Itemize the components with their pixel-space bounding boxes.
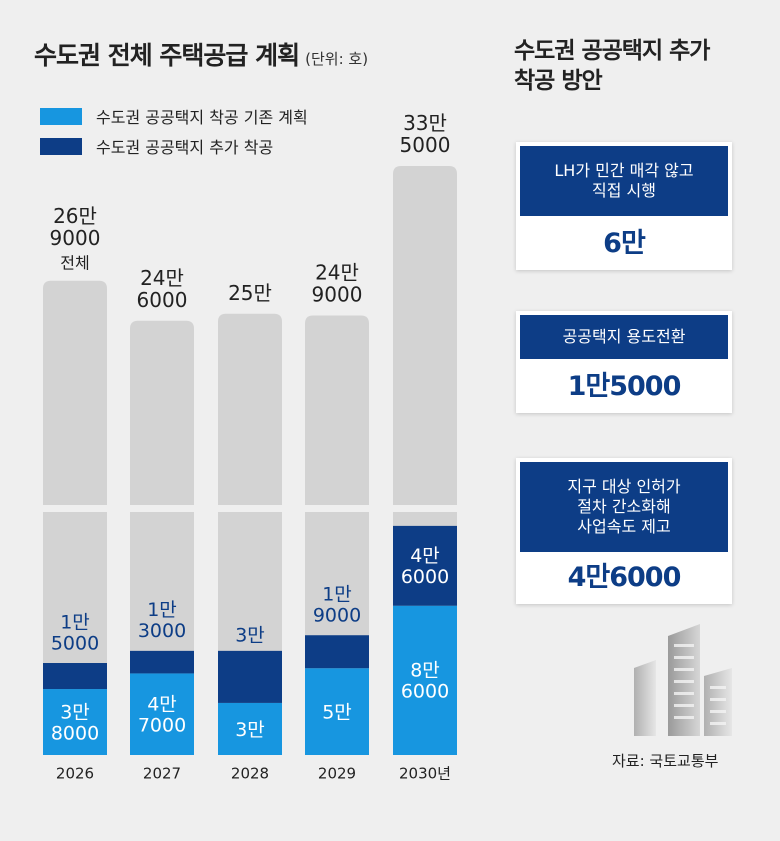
x-tick-label-0: 2026 (56, 764, 94, 782)
axis-break-4 (391, 505, 459, 512)
existing-bar-2 (218, 702, 282, 755)
card-permit-simplify: 지구 대상 인허가 절차 간소화해 사업속도 제고 4만6000 (516, 458, 732, 604)
additional-value-label-0: 1만 5000 (51, 611, 99, 654)
card-lh-direct-header: LH가 민간 매각 않고 직접 시행 (520, 146, 728, 216)
total-value-label-3: 24만 9000 (312, 261, 363, 307)
source-note: 자료: 국토교통부 (612, 752, 719, 770)
legend-label-additional: 수도권 공공택지 추가 착공 (96, 138, 274, 157)
total-value-label-2: 25만 (228, 281, 272, 305)
bar-chart: 3만 8000 1만 5000 26만 9000 전체 2026 4만 7000 1만 3000 24만… (41, 111, 459, 782)
x-tick-label-2: 2028 (231, 764, 269, 782)
x-tick-label-1: 2027 (143, 764, 181, 782)
side-title: 수도권 공공택지 추가 착공 방안 (514, 36, 710, 96)
axis-break-1 (128, 505, 196, 512)
axis-break-0 (41, 505, 109, 512)
additional-value-label-4: 4만 6000 (401, 545, 449, 588)
additional-value-label-1: 1만 3000 (138, 599, 186, 642)
unit-label: (단위: 호) (305, 50, 369, 68)
additional-bar-1 (130, 650, 194, 674)
chart-title-text: 수도권 전체 주택공급 계획 (34, 41, 300, 70)
x-tick-label-3: 2029 (318, 764, 356, 782)
total-value-label-4: 33만 5000 (400, 111, 451, 157)
card-lh-direct-header-line-1: LH가 민간 매각 않고 (554, 161, 694, 180)
existing-value-label-0: 3만 8000 (51, 701, 99, 744)
card-permit-simplify-header-line-1: 지구 대상 인허가 (567, 477, 681, 496)
additional-value-label-2: 3만 (235, 625, 265, 647)
card-lh-direct-value: 6만 (603, 228, 646, 259)
side-title-line-1: 수도권 공공택지 추가 (514, 38, 710, 64)
legend-item-additional: 수도권 공공택지 추가 착공 (40, 134, 273, 158)
existing-bar-0 (43, 689, 107, 755)
legend-label-existing: 수도권 공공택지 착공 기존 계획 (96, 108, 308, 127)
card-land-use-change-header: 공공택지 용도전환 (520, 315, 728, 359)
total-bar-2 (218, 313, 282, 755)
legend-item-existing: 수도권 공공택지 착공 기존 계획 (40, 104, 308, 128)
chart-title: 수도권 전체 주택공급 계획 (단위: 호) (34, 36, 368, 72)
legend-swatch-existing (40, 107, 82, 125)
card-land-use-change-value: 1만5000 (567, 371, 682, 402)
existing-value-label-1: 4만 7000 (138, 694, 186, 737)
total-value-label-1: 24만 6000 (137, 266, 188, 312)
additional-bar-4 (393, 525, 457, 606)
legend-swatch-additional (40, 137, 82, 155)
total-bar-0 (43, 280, 107, 755)
card-permit-simplify-value: 4만6000 (567, 562, 682, 593)
existing-bar-4 (393, 605, 457, 755)
buildings-icon (634, 624, 732, 736)
existing-bar-3 (305, 668, 369, 755)
additional-bar-0 (43, 663, 107, 690)
additional-bar-3 (305, 635, 369, 669)
axis-break-3 (303, 505, 371, 512)
additional-value-label-3: 1만 9000 (313, 584, 361, 627)
total-marker-label-0: 전체 (60, 253, 89, 272)
card-permit-simplify-header-line-3: 사업속도 제고 (577, 517, 671, 536)
side-title-line-2: 착공 방안 (514, 68, 603, 94)
card-permit-simplify-header-line-2: 절차 간소화해 (577, 497, 671, 516)
axis-break-2 (216, 505, 284, 512)
total-value-label-0: 26만 9000 (50, 204, 101, 250)
x-tick-label-4: 2030년 (399, 764, 451, 782)
card-lh-direct-header-line-2: 직접 시행 (592, 181, 656, 200)
existing-value-label-3: 5만 (322, 701, 352, 723)
existing-value-label-4: 8만 6000 (401, 660, 449, 703)
card-permit-simplify-header: 지구 대상 인허가 절차 간소화해 사업속도 제고 (520, 462, 728, 552)
card-land-use-change: 공공택지 용도전환 1만5000 (516, 311, 732, 413)
existing-value-label-2: 3만 (235, 719, 265, 741)
total-bar-1 (130, 320, 194, 755)
card-land-use-change-header-line-1: 공공택지 용도전환 (562, 327, 686, 346)
card-lh-direct: LH가 민간 매각 않고 직접 시행 6만 (516, 142, 732, 270)
additional-bar-2 (218, 650, 282, 703)
existing-bar-1 (130, 673, 194, 755)
